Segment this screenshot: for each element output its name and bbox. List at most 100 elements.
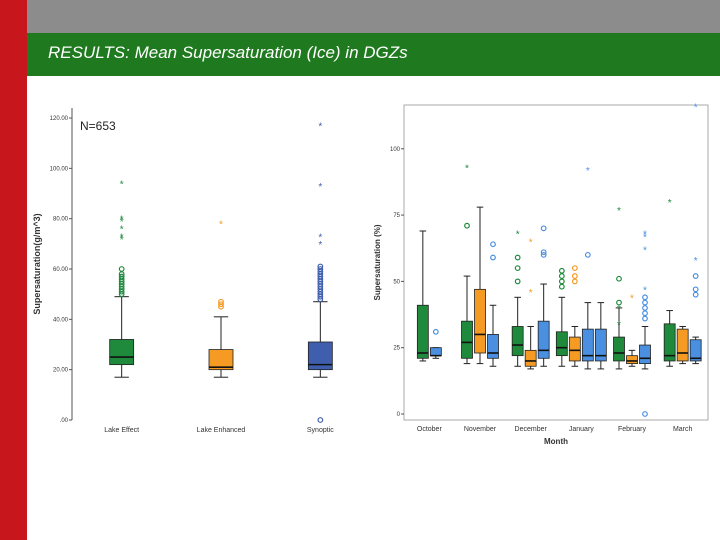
chart2-january-box1-box xyxy=(568,336,581,362)
chart2-y-axis-label: Supersaturation (%) xyxy=(373,224,382,300)
chart2-december-box0-outlier-circle-0 xyxy=(514,278,521,285)
chart2-december-box1-outlier-star-0: * xyxy=(529,288,533,299)
chart-supersaturation-by-type: .00 20.00 40.00 60.00 80.00 100.00 120.00 Super… xyxy=(32,108,370,434)
chart2-y-tick-label-0: 0 xyxy=(397,412,401,418)
chart1-y-tick-label-6: 120.00 xyxy=(50,116,69,122)
chart2-february-box2-outlier-circle-4 xyxy=(642,299,648,306)
chart1-lake-effect-outlier-star-0: * xyxy=(120,235,124,246)
chart2-january-box0-outlier-circle-3 xyxy=(558,267,565,274)
chart2-november-box1-box xyxy=(474,288,486,354)
chart2-february-box0-box xyxy=(613,336,625,362)
chart2-march-box2-box xyxy=(689,339,702,362)
chart1-lake-effect-outlier-star-2: * xyxy=(120,225,124,236)
slide-title: RESULTS: Mean Supersaturation (Ice) in D… xyxy=(48,43,408,62)
chart2-february-box2-outlier-star-0: * xyxy=(643,285,647,296)
chart2-december-box0-outlier-circle-1 xyxy=(514,265,521,272)
chart1-lake-enhanced-outlier-star-0: * xyxy=(219,220,223,231)
chart2-december-box2-box xyxy=(537,320,550,359)
chart1-lake-enhanced-box xyxy=(208,349,234,371)
chart1-lake-effect-outlier-star-1: * xyxy=(120,232,124,243)
chart1-synoptic-outlier-circle-0 xyxy=(317,417,324,423)
chart2-february-box2-box xyxy=(639,344,651,365)
chart1-lake-effect-outlier-star-3: * xyxy=(120,217,124,228)
chart1-y-tick-label-5: 100.00 xyxy=(50,166,69,172)
chart2-december-box0-box xyxy=(511,326,524,357)
chart2-march-box2-outlier-star-0: * xyxy=(694,256,698,267)
chart2-january-box0-outlier-circle-0 xyxy=(558,283,565,290)
chart2-october-box1-outlier-circle-0 xyxy=(432,328,439,335)
chart2-x-tick-label-5: March xyxy=(673,426,693,433)
chart2-x-axis-label: Month xyxy=(544,437,568,446)
title-band xyxy=(27,33,720,76)
chart2-march-box2-outlier-star-1: * xyxy=(694,102,698,113)
chart2-march-box2-outlier-circle-0 xyxy=(692,291,699,298)
chart1-synoptic-outlier-circle-13 xyxy=(317,266,324,272)
chart1-y-axis-label: Supersaturation(g/m^3) xyxy=(32,213,42,314)
chart1-synoptic-box xyxy=(307,341,333,371)
chart2-december-box2-outlier-circle-0 xyxy=(540,251,547,258)
chart2-december-box2-outlier-circle-1 xyxy=(540,249,547,256)
chart1-annotation: N=653 xyxy=(80,119,116,133)
chart2-january-box2-outlier-star-0: * xyxy=(586,166,590,177)
chart2-january-box3-box xyxy=(594,328,607,362)
chart2-march-box1-box xyxy=(676,328,689,362)
chart2-february-box2-outlier-star-1: * xyxy=(643,246,647,257)
chart2-february-box1-box xyxy=(626,355,638,365)
chart1-synoptic-outlier-star-0: * xyxy=(318,240,322,251)
chart2-february-box0-outlier-star-1: * xyxy=(617,304,621,315)
chart2-january-box0-outlier-circle-2 xyxy=(558,273,565,279)
chart2-march-box0-outlier-star-0: * xyxy=(668,198,672,209)
chart2-january-box1-outlier-circle-0 xyxy=(571,278,578,285)
chart2-february-box0-outlier-star-2: * xyxy=(617,206,621,217)
chart2-february-box1-outlier-star-0: * xyxy=(630,293,634,304)
chart1-y-tick-label-2: 40.00 xyxy=(53,317,69,323)
chart2-february-box2-outlier-star-2: * xyxy=(643,232,647,243)
chart1-x-tick-label-2: Synoptic xyxy=(307,427,334,434)
chart2-february-box2-outlier-circle-1 xyxy=(642,315,648,322)
chart2-x-tick-label-4: February xyxy=(618,426,647,433)
chart2-february-box2-outlier-star-3: * xyxy=(643,230,647,241)
chart2-december-box1-outlier-star-1: * xyxy=(529,238,533,249)
chart2-february-box0-outlier-circle-0 xyxy=(616,299,622,306)
chart1-y-tick-label-3: 60.00 xyxy=(53,267,69,273)
chart2-february-box2-outlier-circle-5 xyxy=(642,294,648,301)
chart2-y-tick-label-1: 25 xyxy=(393,346,400,352)
top-gray-band xyxy=(27,0,720,33)
chart2-x-tick-label-2: December xyxy=(515,426,548,433)
chart2-november-box0-outlier-star-0: * xyxy=(465,163,469,174)
chart2-january-box0-box xyxy=(555,331,568,357)
chart1-synoptic-outlier-star-2: * xyxy=(318,182,322,193)
left-accent-bar xyxy=(0,0,27,540)
chart2-y-tick-label-3: 75 xyxy=(393,213,400,219)
chart2-november-box0-outlier-circle-0 xyxy=(464,222,470,229)
chart2-y-tick-label-4: 100 xyxy=(390,147,401,153)
chart2-december-box2-outlier-circle-2 xyxy=(540,225,547,232)
chart1-lake-enhanced-outlier-circle-2 xyxy=(218,298,224,305)
chart2-november-box2-box xyxy=(487,334,499,359)
chart1-y-tick-label-1: 20.00 xyxy=(53,368,69,374)
chart1-synoptic-outlier-circle-14 xyxy=(317,263,324,270)
chart1-x-tick-label-0: Lake Effect xyxy=(104,427,139,434)
chart2-march-box0-box xyxy=(663,323,676,362)
chart2-march-box2-outlier-circle-2 xyxy=(692,273,699,279)
chart2-december-box0-outlier-circle-2 xyxy=(514,254,521,261)
chart2-november-box2-outlier-circle-1 xyxy=(490,241,496,248)
chart2-february-box2-outlier-circle-2 xyxy=(642,310,648,317)
chart1-lake-effect-outlier-circle-7 xyxy=(118,273,125,280)
chart1-lake-effect-outlier-star-5: * xyxy=(120,179,124,190)
chart2-october-box0-box xyxy=(416,304,429,359)
chart2-october-box1-box xyxy=(429,347,442,357)
chart2-february-box2-outlier-circle-0 xyxy=(642,411,648,417)
chart2-january-box0-outlier-circle-1 xyxy=(558,278,565,285)
chart2-x-tick-label-3: January xyxy=(569,426,594,433)
chart2-march-box2-outlier-circle-1 xyxy=(692,286,699,293)
chart-supersaturation-by-month: 0 25 50 75 100 Supersaturation (%) Month Octobe… xyxy=(373,102,709,446)
chart1-lake-enhanced-outlier-circle-1 xyxy=(218,301,224,308)
chart2-x-tick-label-1: November xyxy=(464,426,497,433)
chart2-november-box0-box xyxy=(461,320,473,359)
chart1-synoptic-outlier-star-3: * xyxy=(318,122,322,133)
chart1-lake-effect-box xyxy=(109,339,135,366)
chart2-january-box2-box xyxy=(581,328,594,362)
chart2-january-box1-outlier-circle-1 xyxy=(571,273,578,279)
chart1-y-tick-label-4: 80.00 xyxy=(53,217,69,223)
